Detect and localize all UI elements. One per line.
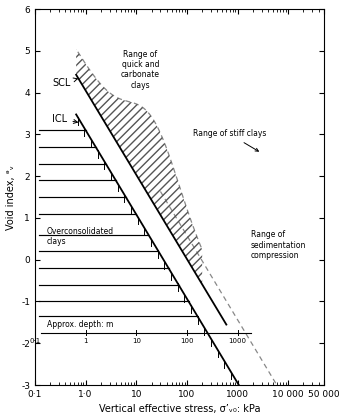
Y-axis label: Void index, ᵊᵥ: Void index, ᵊᵥ bbox=[6, 165, 16, 230]
Text: 1: 1 bbox=[83, 338, 88, 344]
Text: Range of
quick and
carbonate
clays: Range of quick and carbonate clays bbox=[121, 50, 160, 90]
Text: 1000: 1000 bbox=[229, 338, 247, 344]
Text: Overconsolidated
clays: Overconsolidated clays bbox=[47, 227, 114, 247]
Text: 10: 10 bbox=[132, 338, 141, 344]
Text: 0·1: 0·1 bbox=[29, 338, 41, 344]
Text: Approx. depth: m: Approx. depth: m bbox=[47, 320, 113, 329]
Text: Range of
sedimentation
compression: Range of sedimentation compression bbox=[250, 230, 306, 260]
X-axis label: Vertical effective stress, σ’ᵥ₀: kPa: Vertical effective stress, σ’ᵥ₀: kPa bbox=[99, 404, 260, 415]
Text: ICL: ICL bbox=[52, 114, 78, 124]
Text: Range of stiff clays: Range of stiff clays bbox=[193, 129, 266, 151]
Text: SCL: SCL bbox=[52, 78, 77, 88]
Text: 100: 100 bbox=[180, 338, 194, 344]
